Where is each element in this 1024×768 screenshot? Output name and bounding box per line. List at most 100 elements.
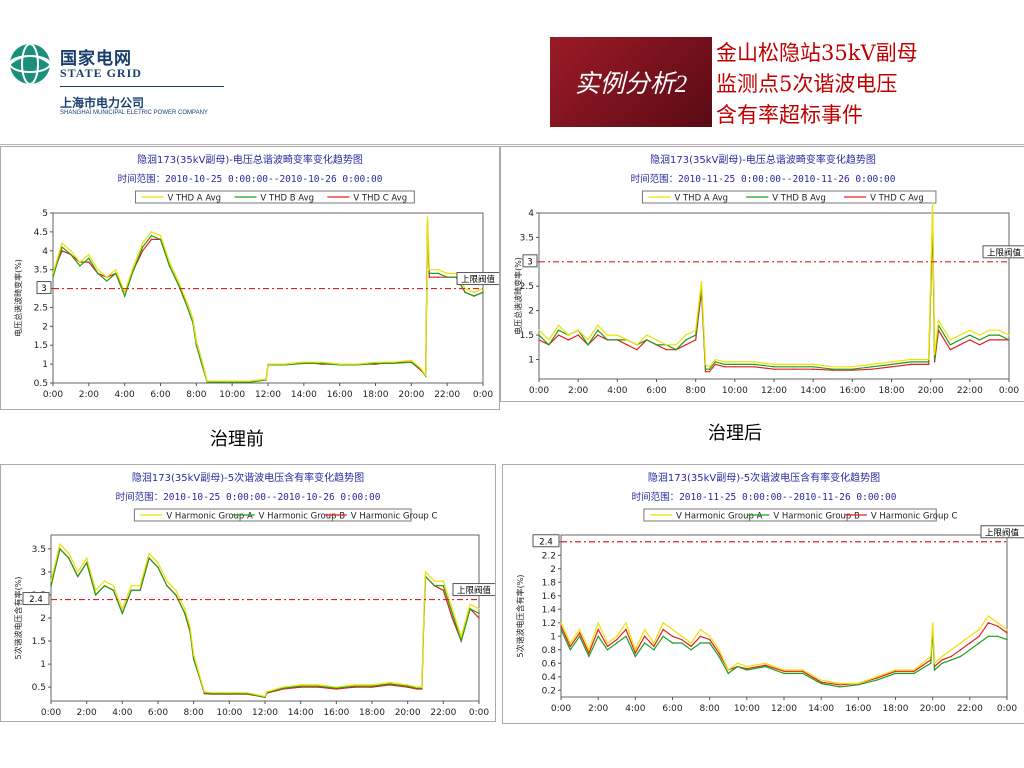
chart-0-xtick-2: 4:00	[115, 390, 135, 400]
chart-2-series-1-point-29	[353, 685, 355, 687]
chart-3-series-0-point-26	[857, 682, 859, 685]
chart-3-legend-label-2: V Harmonic Group C	[871, 512, 958, 522]
chart-1-ytick-6: 4	[528, 209, 534, 219]
chart-2-series-1-point-9	[130, 589, 132, 591]
chart-1-xtick-1: 2:00	[568, 386, 588, 396]
chart-1-series-0-point-26	[812, 363, 814, 366]
chart-3-xtick-0: 0:00	[551, 704, 571, 714]
chart-3-series-1-point-38	[987, 635, 990, 637]
chart-0-ytick-7: 4	[42, 247, 48, 257]
chart-2-series-1-point-10	[139, 589, 141, 591]
chart-2-series-0-point-1	[59, 543, 61, 545]
chart-3-limit-label: 上限阀值	[985, 527, 1020, 538]
chart-0-series-1-point-13	[168, 265, 171, 267]
chart-3-series-2-point-28	[894, 670, 897, 672]
chart-0-limit-marker-box	[36, 281, 52, 295]
chart-1-series-0-point-28	[851, 366, 853, 368]
chart-2-series-0-point-42	[478, 608, 480, 610]
chart-1-series-1-point-41	[998, 334, 1000, 336]
chart-3-series-0-point-12	[671, 628, 674, 631]
chart-1-xtick-12: 0:00	[999, 386, 1019, 396]
chart-2-series-2-point-39	[451, 617, 453, 619]
chart-3-xtick-2: 4:00	[625, 704, 645, 714]
chart-0-series-1-point-38	[446, 276, 448, 278]
chart-0-ytick-6: 3.5	[34, 266, 48, 276]
chart-0-series-2-point-10	[141, 250, 144, 252]
chart-3-series-0-point-17	[718, 649, 720, 651]
chart-2-series-0-point-21	[228, 692, 230, 694]
chart-3-series-1-point-36	[969, 649, 971, 651]
chart-2-xtick-3: 6:00	[148, 708, 168, 718]
chart-0-series-1-point-19	[206, 381, 208, 383]
chart-3-series-2-point-33	[941, 659, 943, 661]
chart-2-series-0-point-23	[264, 695, 266, 698]
chart-0-series-1-point-0	[52, 276, 54, 278]
chart-3-series-2-point-20	[746, 668, 748, 670]
chart-3-series-1-point-35	[959, 655, 962, 658]
chart-1-ytick-0: 1	[528, 355, 534, 365]
chart-2-xtick-2: 4:00	[112, 708, 132, 718]
chart-1-series-1-point-27	[832, 368, 834, 370]
chart-3-series-2-point-25	[839, 684, 841, 686]
chart-2-series-1-point-12	[157, 566, 159, 568]
chart-1-series-2-point-36	[949, 349, 951, 351]
chart-3-series-1-point-16	[709, 642, 711, 644]
chart-0-series-0-point-26	[303, 361, 305, 363]
chart-3-series-0-point-35	[959, 642, 962, 644]
chart-1-series-2-point-27	[832, 369, 834, 371]
chart-3-series-0-point-19	[736, 662, 739, 664]
chart-3-ytick-7: 1.6	[542, 592, 557, 602]
chart-3-xtick-8: 16:00	[845, 704, 871, 714]
chart-1-xtick-6: 12:00	[761, 386, 787, 396]
chart-3-series-1-point-6	[616, 642, 618, 644]
chart-3-limit-marker: 2.4	[539, 537, 553, 547]
chart-3-series-1-point-4	[597, 635, 599, 637]
chart-1-series-1-point-37	[959, 339, 961, 341]
chart-3-series-1-point-17	[718, 655, 720, 658]
chart-0-series-0-point-16	[192, 318, 194, 320]
chart-1-series-1-point-1	[548, 344, 550, 346]
chart-2-series-0-point-7	[112, 585, 115, 587]
chart-1-series-1-point-25	[792, 366, 795, 368]
chart-3-series-2-point-12	[671, 635, 674, 637]
chart-0-series-1-point-41	[473, 295, 475, 297]
chart-1-series-0-point-31	[910, 358, 912, 361]
chart-0-ylabel: 电压总谐波畸变率(%)	[13, 259, 23, 337]
chart-2-series-2-point-42	[478, 617, 480, 619]
chart-2-xtick-1: 2:00	[77, 708, 97, 718]
chart-3-series-1-point-2	[578, 635, 581, 637]
chart-1-limit-marker: 3	[527, 257, 532, 267]
chart-2-series-0-point-18	[198, 672, 200, 674]
chart-0-xtick-3: 6:00	[150, 390, 170, 400]
chart-1-series-1-point-19	[708, 368, 711, 370]
chart-0-series-1-point-5	[97, 272, 99, 275]
chart-0-legend-box	[134, 190, 415, 204]
chart-3-series-2-point-8	[634, 652, 636, 654]
chart-1-series-0-point-20	[714, 358, 716, 361]
chart-3-series-2-point-35	[959, 649, 962, 651]
chart-1-series-1-point-28	[851, 368, 853, 370]
chart-0-series-2-point-36	[428, 276, 430, 278]
chart-0-series-0-point-18	[201, 359, 203, 361]
chart-3-series-1-point-14	[690, 649, 692, 651]
chart-2-series-0-point-33	[415, 686, 418, 688]
chart-0-series-0-point-35	[426, 216, 429, 218]
chart-3-series-0-point-36	[969, 635, 971, 637]
chart-2-series-0-point-38	[442, 580, 444, 582]
chart-3-series-2-point-4	[597, 628, 599, 631]
chart-0-series-0-point-31	[392, 361, 395, 363]
chart-0-series-0-point-13	[168, 261, 171, 263]
chart-1-xtick-7: 14:00	[800, 386, 826, 396]
chart-1-series-2-point-21	[724, 366, 726, 368]
chart-1-series-2-point-23	[753, 366, 756, 368]
chart-3-series-1-point-7	[625, 635, 627, 637]
chart-0-legend-label-1: V THD B Avg	[260, 194, 314, 204]
chart-1-series-1-point-15	[685, 339, 687, 341]
chart-1-series-0-point-42	[1008, 334, 1010, 336]
chart-2-series-0-point-22	[246, 692, 248, 694]
chart-3-series-1-point-22	[783, 672, 785, 675]
chart-1-series-0-point-5	[587, 339, 589, 341]
chart-1-series-2-point-19	[708, 371, 711, 373]
chart-0-series-0-point-1	[61, 242, 63, 244]
chart-3-xtick-11: 22:00	[957, 704, 983, 714]
